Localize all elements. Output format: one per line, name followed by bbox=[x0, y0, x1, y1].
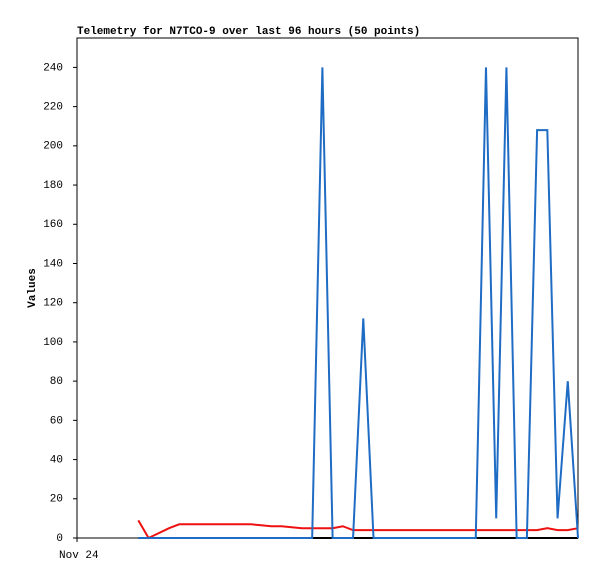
series-line bbox=[138, 67, 579, 539]
y-tick-label: 140 bbox=[43, 258, 63, 270]
y-tick-label: 240 bbox=[43, 62, 63, 74]
series-line bbox=[137, 519, 579, 540]
y-tick-label: 40 bbox=[50, 454, 63, 466]
y-tick-label: 20 bbox=[50, 494, 63, 506]
x-tick-label: Nov 24 bbox=[59, 550, 99, 562]
y-tick-label: 200 bbox=[43, 141, 63, 153]
chart-title: Telemetry for N7TCO-9 over last 96 hours… bbox=[77, 26, 420, 38]
y-axis-label: Values bbox=[27, 268, 39, 308]
y-tick-label: 0 bbox=[56, 533, 63, 545]
y-tick-label: 80 bbox=[50, 376, 63, 388]
y-tick-label: 160 bbox=[43, 219, 63, 231]
y-tick-label: 180 bbox=[43, 180, 63, 192]
y-tick-label: 220 bbox=[43, 102, 63, 114]
y-tick-label: 100 bbox=[43, 337, 63, 349]
y-tick-label: 60 bbox=[50, 415, 63, 427]
y-tick-label: 120 bbox=[43, 298, 63, 310]
